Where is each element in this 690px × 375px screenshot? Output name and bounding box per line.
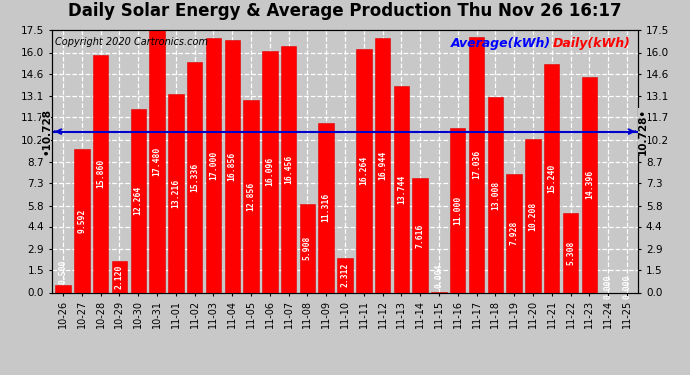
Text: 11.000: 11.000 <box>453 195 462 225</box>
Bar <box>469 37 484 292</box>
Text: 0.500: 0.500 <box>59 260 68 284</box>
Text: Daily(kWh): Daily(kWh) <box>553 37 631 50</box>
Text: 16.264: 16.264 <box>359 156 368 185</box>
Bar <box>74 148 90 292</box>
Bar <box>413 178 428 292</box>
Text: Average(kWh): Average(kWh) <box>451 37 551 50</box>
Text: •10.728: •10.728 <box>41 108 51 155</box>
Text: 5.308: 5.308 <box>566 240 575 265</box>
Bar <box>356 48 371 292</box>
Bar <box>394 86 409 292</box>
Bar <box>375 38 391 292</box>
Bar <box>224 40 240 292</box>
Text: 0.004: 0.004 <box>435 264 444 288</box>
Bar <box>112 261 127 292</box>
Bar <box>337 258 353 292</box>
Text: 15.336: 15.336 <box>190 163 199 192</box>
Text: 2.120: 2.120 <box>115 264 124 289</box>
Text: 13.216: 13.216 <box>171 179 180 208</box>
Text: 13.008: 13.008 <box>491 180 500 210</box>
Text: 13.744: 13.744 <box>397 175 406 204</box>
Text: 15.240: 15.240 <box>547 164 556 193</box>
Text: 16.456: 16.456 <box>284 154 293 184</box>
Text: 12.264: 12.264 <box>134 186 143 215</box>
Bar <box>262 51 277 292</box>
Text: 17.480: 17.480 <box>152 147 161 176</box>
Bar <box>244 100 259 292</box>
Bar <box>319 123 334 292</box>
Text: 16.856: 16.856 <box>228 152 237 181</box>
Bar <box>206 38 221 292</box>
Bar <box>544 64 560 292</box>
Bar <box>506 174 522 292</box>
Text: 0.000: 0.000 <box>622 274 631 298</box>
Bar <box>582 76 597 292</box>
Bar <box>93 55 108 292</box>
Text: Copyright 2020 Cartronics.com: Copyright 2020 Cartronics.com <box>55 37 208 46</box>
Bar <box>299 204 315 292</box>
Text: 0.000: 0.000 <box>604 274 613 298</box>
Text: 15.860: 15.860 <box>96 159 105 188</box>
Text: 16.096: 16.096 <box>266 157 275 186</box>
Bar <box>130 108 146 292</box>
Text: Daily Solar Energy & Average Production Thu Nov 26 16:17: Daily Solar Energy & Average Production … <box>68 2 622 20</box>
Text: 11.316: 11.316 <box>322 193 331 222</box>
Bar <box>525 140 541 292</box>
Bar <box>488 98 503 292</box>
Bar <box>450 128 466 292</box>
Text: 9.592: 9.592 <box>77 209 86 233</box>
Text: 14.396: 14.396 <box>585 170 594 199</box>
Text: 5.908: 5.908 <box>303 236 312 260</box>
Text: 10.208: 10.208 <box>529 201 538 231</box>
Bar <box>55 285 71 292</box>
Text: 7.616: 7.616 <box>415 223 424 248</box>
Bar <box>563 213 578 292</box>
Text: 16.944: 16.944 <box>378 151 387 180</box>
Bar <box>187 63 202 292</box>
Text: 12.856: 12.856 <box>246 182 255 211</box>
Text: 10.728•: 10.728• <box>638 108 648 155</box>
Text: 2.312: 2.312 <box>340 263 350 287</box>
Bar <box>168 94 184 292</box>
Bar <box>281 46 296 292</box>
Text: 7.928: 7.928 <box>510 221 519 245</box>
Text: 17.036: 17.036 <box>472 150 481 179</box>
Text: 17.000: 17.000 <box>209 150 218 180</box>
Bar <box>149 30 165 292</box>
